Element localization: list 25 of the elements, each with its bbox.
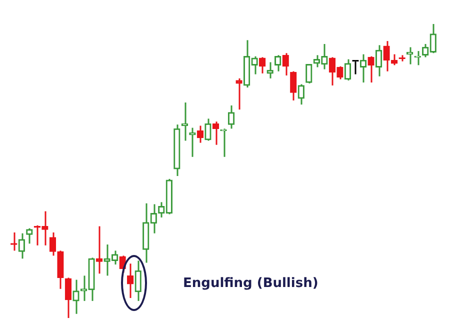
candlestick (368, 56, 374, 84)
candlestick (274, 54, 282, 72)
candlestick (212, 120, 220, 146)
candlestick (57, 250, 64, 290)
candlestick (282, 52, 289, 76)
candlestick (228, 104, 235, 130)
candlestick (127, 262, 134, 299)
candlestick (134, 260, 142, 302)
candlestick (196, 124, 204, 144)
candlestick (72, 279, 80, 315)
candlestick (49, 232, 56, 256)
candlestick (298, 84, 304, 106)
candlestick (321, 43, 328, 70)
candlestick (344, 58, 352, 82)
candlestick (306, 64, 312, 84)
annotation: Engulfing (Bullish) (183, 276, 318, 291)
candlestick (64, 276, 72, 319)
candlestick (258, 56, 266, 74)
candlestick (10, 232, 18, 252)
candlestick (204, 118, 212, 142)
candlestick (290, 70, 297, 102)
candlestick (375, 44, 382, 78)
candlestick (360, 54, 367, 84)
candlestick (18, 232, 25, 260)
candlestick (26, 228, 33, 244)
